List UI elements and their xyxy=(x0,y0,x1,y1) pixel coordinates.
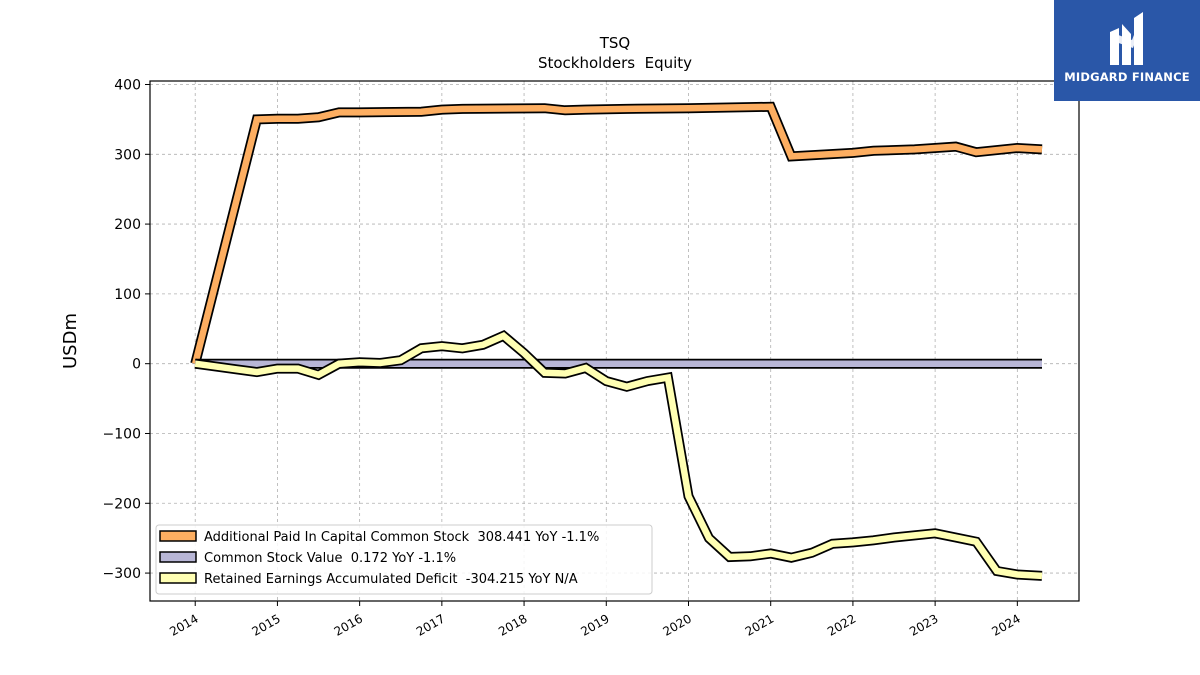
y-tick-label: 200 xyxy=(114,217,141,233)
chart-title: TSQ xyxy=(599,34,631,52)
series-line-2 xyxy=(194,332,1043,580)
legend: Additional Paid In Capital Common Stock … xyxy=(155,524,653,595)
x-tick-label: 2020 xyxy=(661,611,694,638)
x-tick-label: 2023 xyxy=(907,611,940,638)
series-outline-0 xyxy=(190,101,1043,365)
y-tick-label: 400 xyxy=(114,77,141,93)
legend-swatch-0 xyxy=(159,530,197,542)
x-tick-label: 2018 xyxy=(496,611,529,638)
x-tick-label: 2021 xyxy=(743,611,776,638)
x-tick-label: 2017 xyxy=(414,611,447,638)
y-axis: 400 300 200 100 0 −100 −200 −300 xyxy=(103,77,150,582)
y-tick-label: 300 xyxy=(114,147,141,163)
plot-frame xyxy=(149,80,1080,602)
x-axis: 2014 2015 2016 2017 2018 2019 2020 2021 2022 2023… xyxy=(167,601,1023,639)
legend-label-0: Additional Paid In Capital Common Stock … xyxy=(204,530,599,545)
x-tick-label: 2019 xyxy=(578,611,611,638)
x-tick-label: 2022 xyxy=(825,611,858,638)
brand-name: MIDGARD FINANCE xyxy=(1064,70,1190,84)
series-layer xyxy=(190,101,1043,581)
chart-subtitle: Stockholders Equity xyxy=(538,54,692,72)
x-tick-label: 2016 xyxy=(332,611,365,638)
midgard-m-icon xyxy=(1110,12,1143,65)
x-tick-label: 2015 xyxy=(249,611,282,638)
y-tick-label: 0 xyxy=(132,357,141,373)
legend-label-1: Common Stock Value 0.172 YoY -1.1% xyxy=(204,551,456,566)
legend-label-2: Retained Earnings Accumulated Deficit -3… xyxy=(204,572,578,587)
y-tick-label: 100 xyxy=(114,287,141,303)
legend-swatch-2 xyxy=(159,572,197,584)
x-tick-label: 2024 xyxy=(989,611,1022,638)
brand-logo: MIDGARD FINANCE xyxy=(1054,0,1200,101)
y-axis-label: USDm xyxy=(60,313,81,369)
legend-swatch-1 xyxy=(159,551,197,563)
legend-box xyxy=(155,524,653,595)
y-tick-label: −100 xyxy=(103,426,141,442)
y-tick-label: −200 xyxy=(103,496,141,512)
grid-layer xyxy=(150,81,1079,601)
y-tick-label: −300 xyxy=(103,566,141,582)
x-tick-label: 2014 xyxy=(167,611,200,638)
series-line-0 xyxy=(192,103,1043,365)
